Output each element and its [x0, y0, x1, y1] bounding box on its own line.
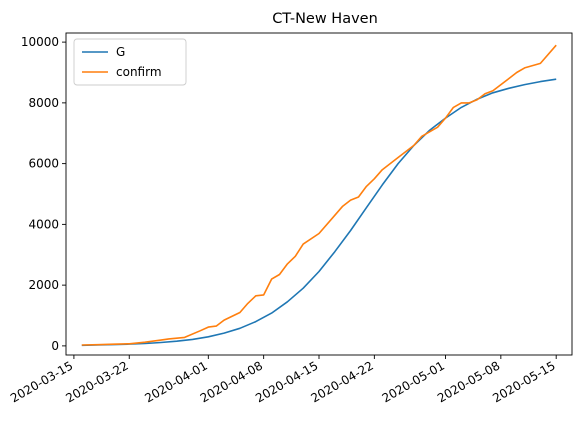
- series-line-confirm: [81, 44, 557, 346]
- x-tick-label: 2020-04-22: [308, 358, 375, 405]
- y-tick-label: 2000: [28, 278, 59, 292]
- y-tick-label: 0: [51, 339, 59, 353]
- legend-label-G: G: [116, 45, 125, 59]
- series-line-G: [81, 78, 557, 347]
- y-tick-label: 10000: [21, 35, 59, 49]
- chart-title: CT-New Haven: [272, 11, 378, 27]
- x-tick-label: 2020-05-15: [490, 358, 557, 405]
- y-tick-label: 8000: [28, 96, 59, 110]
- legend-box: [73, 38, 187, 86]
- plot-area: 02000400060008000100002020-03-152020-03-…: [8, 32, 573, 405]
- y-tick-label: 4000: [28, 217, 59, 231]
- x-tick-label: 2020-03-22: [63, 358, 130, 405]
- legend-label-confirm: confirm: [116, 65, 162, 79]
- y-tick-label: 6000: [28, 157, 59, 171]
